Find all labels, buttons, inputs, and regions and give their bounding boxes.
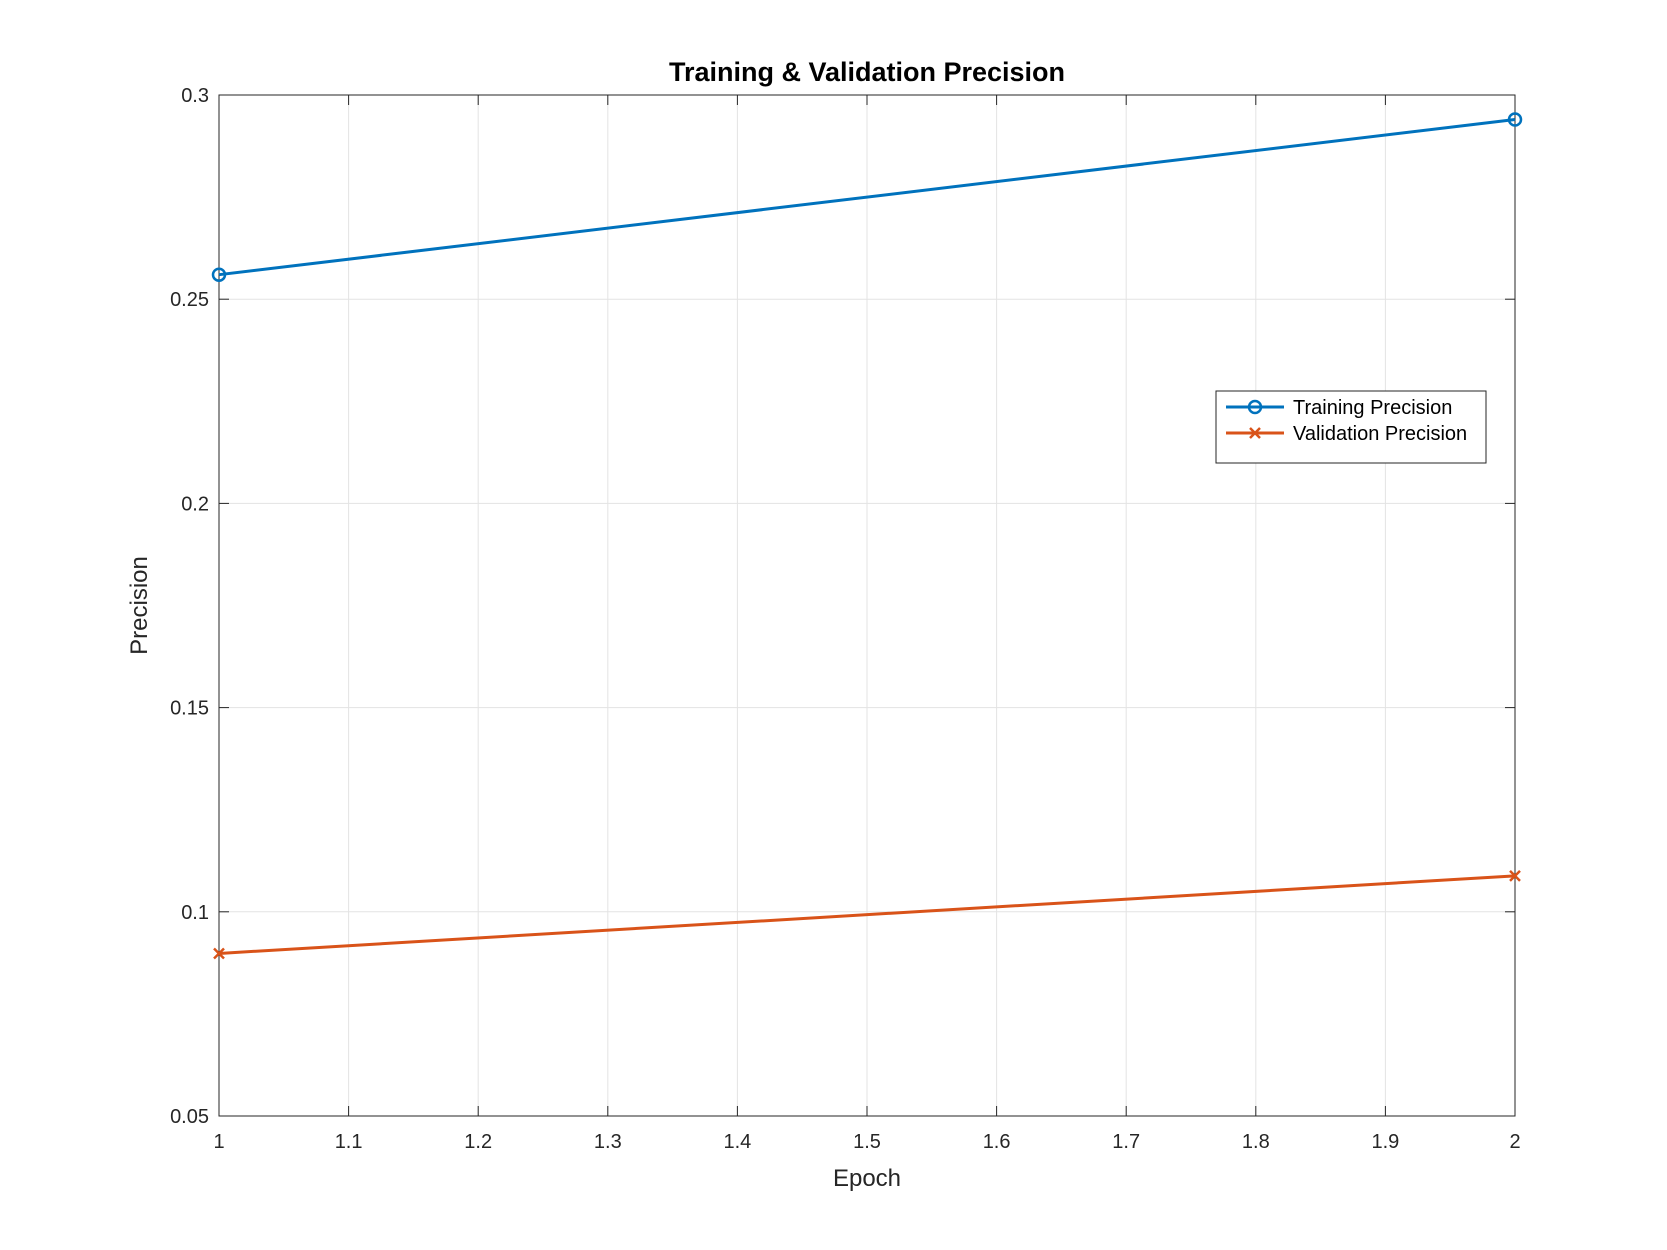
x-tick-label: 2 [1509,1131,1520,1153]
x-tick-label: 1.5 [853,1131,881,1153]
series [211,112,1523,960]
legend-label: Validation Precision [1293,423,1467,445]
y-tick-label: 0.25 [170,289,209,311]
chart-title: Training & Validation Precision [669,57,1065,87]
series-line [218,118,1516,277]
x-axis-title: Epoch [833,1165,901,1192]
legend-label: Training Precision [1293,397,1452,419]
series-1 [211,112,1523,282]
y-tick-label: 0.05 [170,1106,209,1128]
x-tick-label: 1.2 [464,1131,492,1153]
x-tick-label: 1.8 [1242,1131,1270,1153]
ticks: 1 1.1 1.2 1.3 1.4 1.5 1.6 1.7 1.8 1.9 2 0.05 0.1 0.15… [170,85,1521,1153]
data-point [1509,869,1521,882]
y-tick-label: 0.1 [181,902,209,924]
y-tick-label: 0.2 [181,493,209,515]
legend-marker [1247,399,1263,415]
x-tick-label: 1.6 [983,1131,1011,1153]
legend-marker [1249,427,1261,439]
x-tick-label: 1.9 [1371,1131,1399,1153]
legend: Training Precision Validation Precision [1215,390,1487,464]
data-point [211,267,227,282]
x-tick-label: 1 [213,1131,224,1153]
y-tick-label: 0.15 [170,698,209,720]
x-tick-label: 1.1 [335,1131,363,1153]
series-2 [213,869,1521,960]
y-tick-label: 0.3 [181,85,209,107]
legend-entry: Training Precision [1226,397,1452,419]
data-point [1507,112,1523,127]
legend-entry: Validation Precision [1226,423,1467,445]
data-point [213,947,225,960]
grid [218,94,1516,1117]
series-line [218,874,1516,955]
x-tick-label: 1.4 [723,1131,751,1153]
x-tick-label: 1.7 [1112,1131,1140,1153]
x-tick-label: 1.3 [594,1131,622,1153]
y-axis-title: Precision [126,556,153,655]
